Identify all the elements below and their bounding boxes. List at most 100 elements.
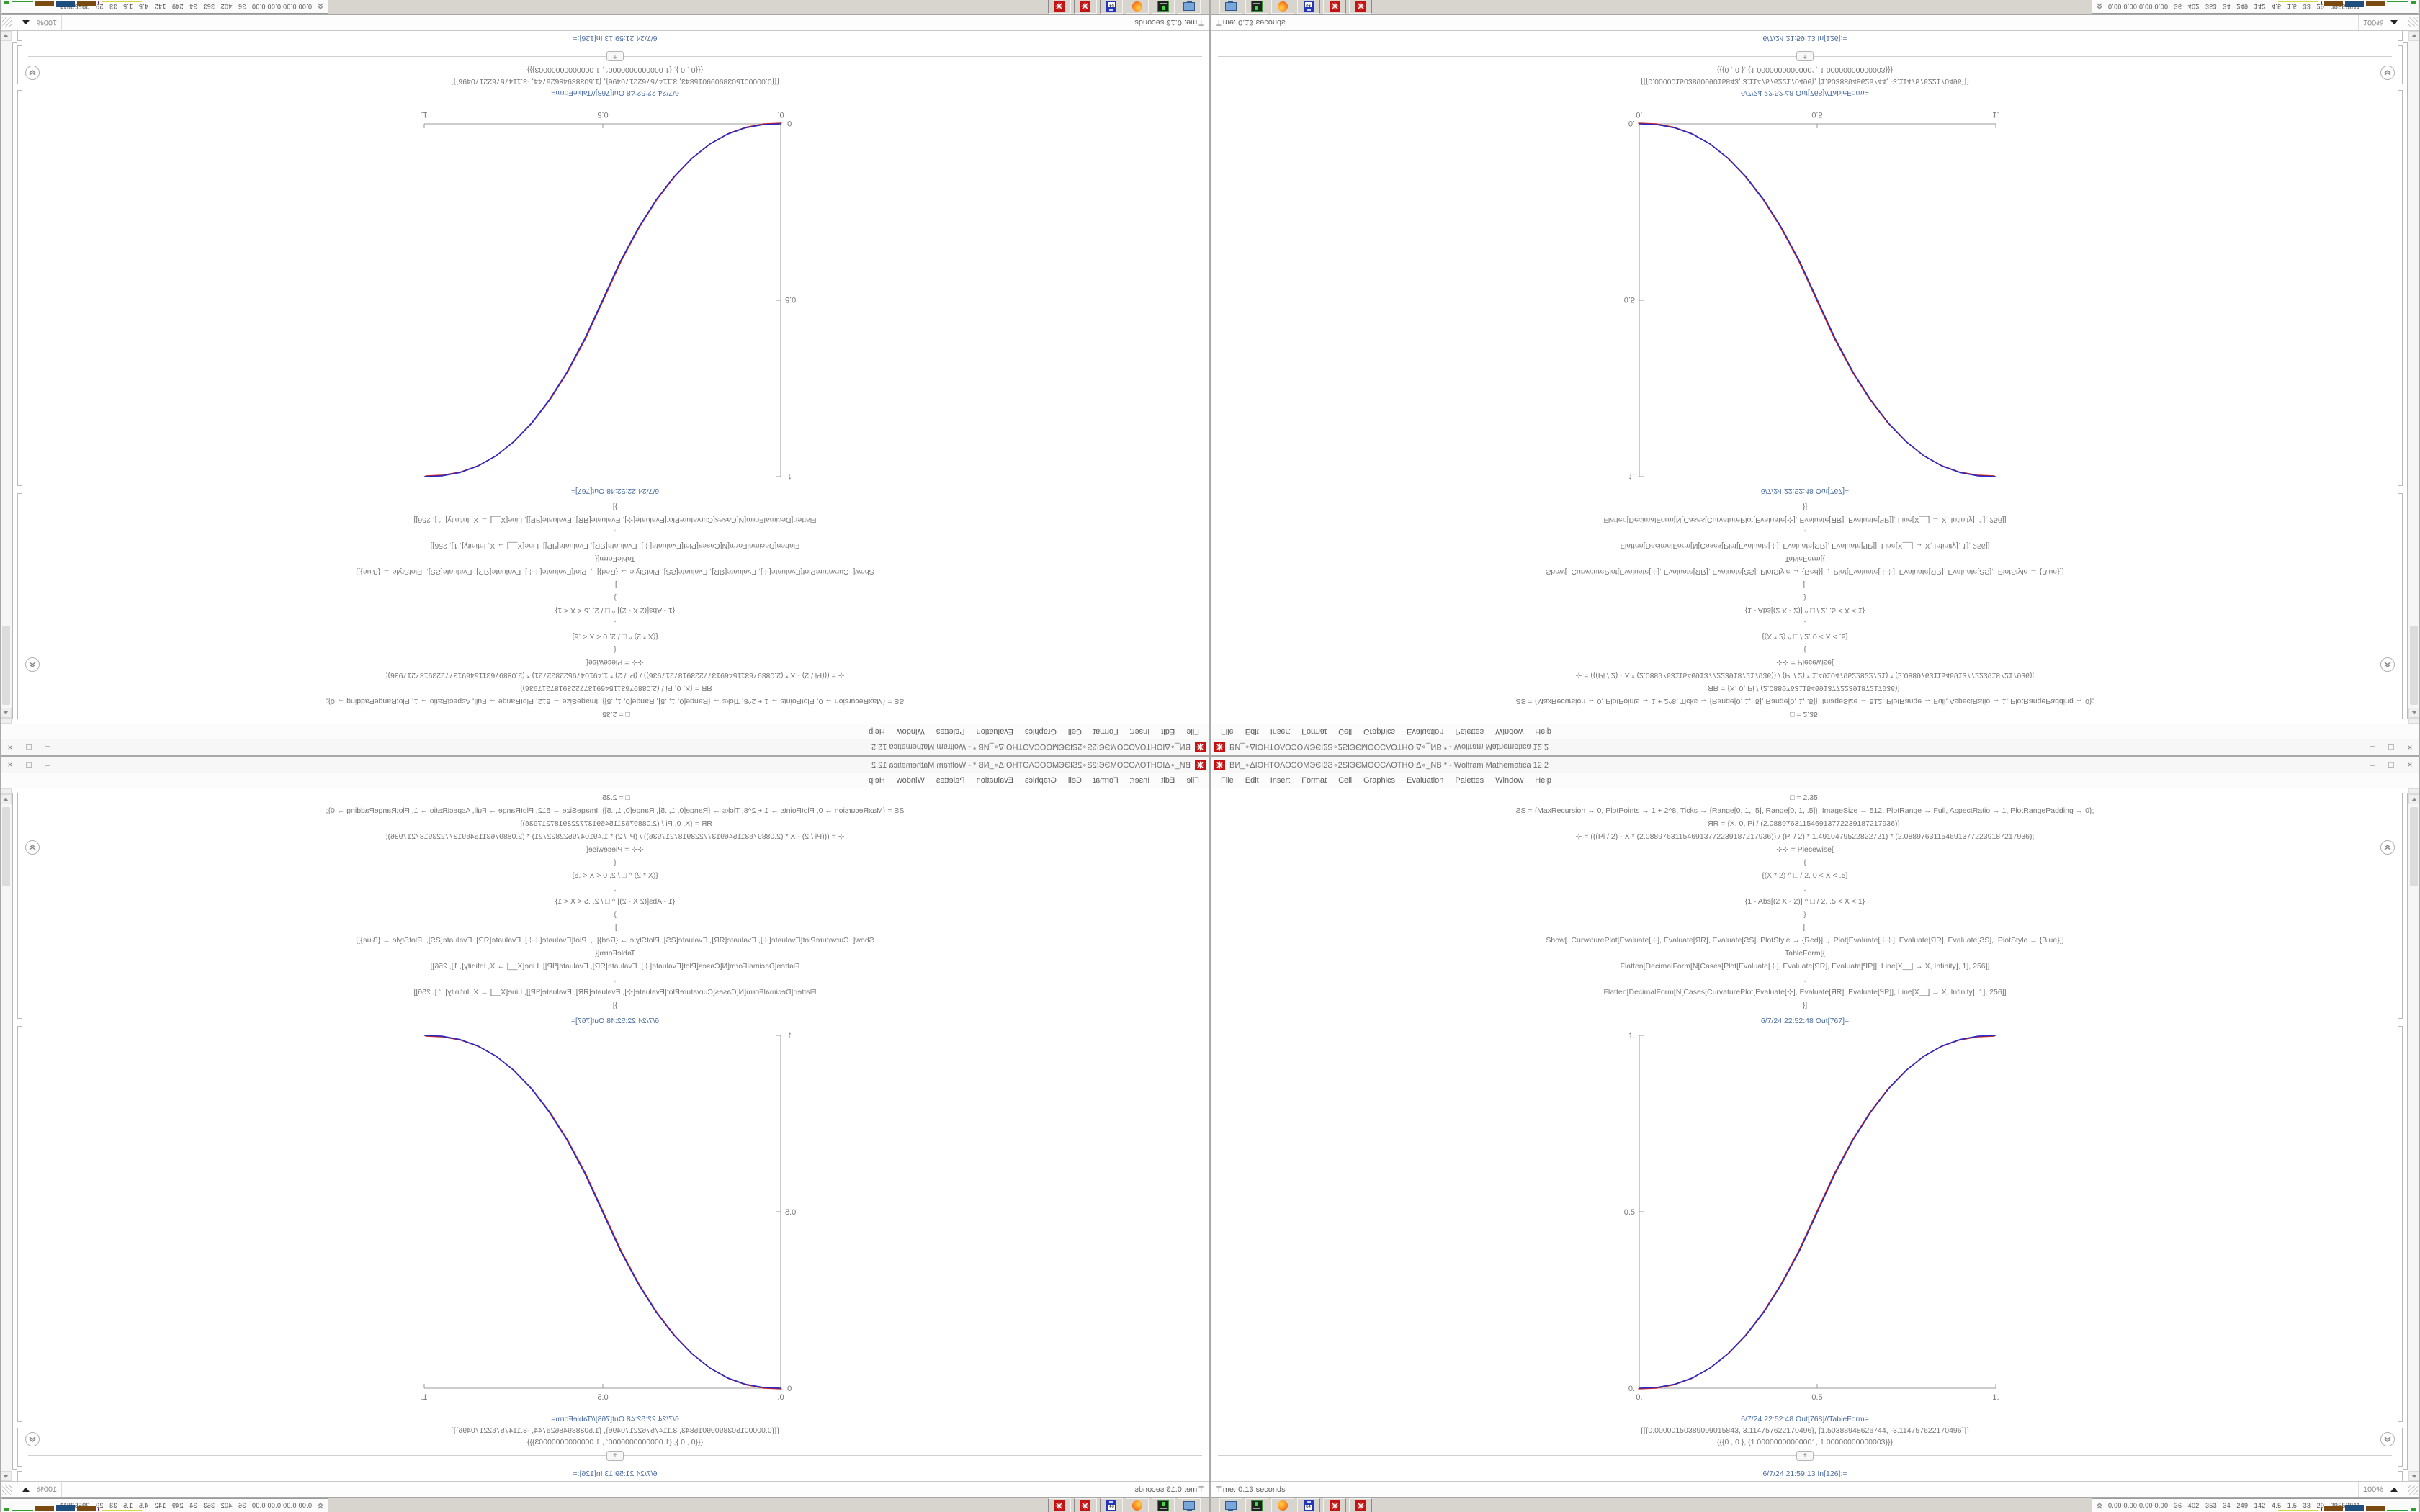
taskbar-firefox-button[interactable] (1271, 1498, 1294, 1512)
code-line[interactable]: ]; (1803, 923, 1807, 932)
cell-insert-bar[interactable]: + (1218, 1451, 2392, 1464)
magnification-popup-icon[interactable] (22, 1487, 30, 1492)
cell-insert-plus-icon[interactable]: + (1796, 1451, 1814, 1461)
taskbar-display-settings-button[interactable] (1219, 0, 1242, 14)
menu-insert[interactable]: Insert (1270, 776, 1291, 785)
menu-edit[interactable]: Edit (1161, 776, 1175, 785)
in-cell-bracket[interactable] (2398, 31, 2403, 41)
scroll-up-arrow-icon[interactable] (2408, 794, 2419, 804)
menu-graphics[interactable]: Graphics (1024, 776, 1057, 785)
scrollbar-split-handle[interactable] (2408, 718, 2419, 724)
menu-edit[interactable]: Edit (1245, 776, 1259, 785)
code-line[interactable]: , (1803, 619, 1806, 628)
input-cell-bracket[interactable] (2398, 793, 2403, 1019)
out-768-cell-bracket[interactable] (17, 1428, 22, 1467)
code-line[interactable]: {(X * 2) ^ □ / 2, 0 < X < .5} (572, 871, 658, 880)
menu-format[interactable]: Format (1301, 776, 1327, 785)
menu-format[interactable]: Format (1093, 776, 1119, 785)
maximize-button[interactable]: □ (2388, 742, 2394, 752)
code-line[interactable]: □ = 2.35; (600, 793, 630, 802)
code-line[interactable]: Flatten[DecimalForm[N[Cases[Plot[Evaluat… (1620, 541, 1990, 550)
code-line[interactable]: ⊹⊹ = Piecewise[ (1776, 845, 1834, 854)
code-line[interactable]: ЯR = {X, 0, Pi / (2.08897631154691377223… (518, 819, 712, 828)
menu-edit[interactable]: Edit (1245, 727, 1259, 736)
code-line[interactable]: ⊹ = (((Pi / 2) - X * (2.0889763115469137… (385, 832, 845, 841)
code-line[interactable]: ƧS = {MaxRecursion → 0, PlotPoints → 1 +… (1515, 697, 2094, 706)
code-line[interactable]: ⊹ = (((Pi / 2) - X * (2.0889763115469137… (1575, 671, 2035, 680)
input-cell-bracket[interactable] (17, 493, 22, 719)
jump-to-bottom-button[interactable] (25, 66, 40, 80)
menu-palettes[interactable]: Palettes (1455, 776, 1484, 785)
jump-to-top-button[interactable] (25, 840, 40, 855)
code-line[interactable]: , (1803, 975, 1806, 984)
magnification-value[interactable]: 100% (37, 1485, 58, 1494)
vertical-scrollbar[interactable] (2408, 31, 2419, 724)
scroll-up-arrow-icon[interactable] (2408, 708, 2419, 718)
taskbar-display-settings-button[interactable] (1178, 1498, 1201, 1512)
vertical-scrollbar[interactable] (1, 31, 12, 724)
out-768-cell-bracket[interactable] (2398, 45, 2403, 84)
code-line[interactable]: } (1803, 593, 1806, 602)
out-768-cell-bracket[interactable] (17, 45, 22, 84)
input-cell-bracket[interactable] (2398, 493, 2403, 719)
code-line[interactable]: }] (612, 1001, 618, 1009)
scroll-down-arrow-icon[interactable] (2408, 31, 2419, 41)
window-resize-grip[interactable] (2408, 17, 2418, 28)
input-cell-bracket[interactable] (17, 793, 22, 1019)
menu-file[interactable]: File (1221, 776, 1234, 785)
code-line[interactable]: , (614, 975, 617, 984)
close-button[interactable]: × (2407, 742, 2413, 752)
code-line[interactable]: }] (1802, 1001, 1808, 1009)
code-line[interactable]: Flatten[DecimalForm[N[Cases[CurvaturePlo… (1603, 988, 2007, 996)
scrollbar-thumb[interactable] (2, 626, 10, 705)
taskbar-floppy64-button[interactable]: 64 (1100, 1498, 1123, 1512)
jump-to-bottom-button[interactable] (25, 1432, 40, 1446)
input-cell-code[interactable]: □ = 2.35; ƧS = {MaxRecursion → 0, PlotPo… (1211, 500, 2399, 724)
code-line[interactable]: {1 - Abs[(2 X - 2)] ^ □ / 2, .5 < X < 1} (1744, 897, 1865, 906)
code-line[interactable]: Flatten[DecimalForm[N[Cases[Plot[Evaluat… (1620, 962, 1990, 971)
menu-graphics[interactable]: Graphics (1363, 727, 1396, 736)
menu-cell[interactable]: Cell (1067, 727, 1082, 736)
code-line[interactable]: TableForm[{ (1784, 554, 1826, 563)
code-line[interactable]: { (614, 858, 617, 867)
menu-palettes[interactable]: Palettes (936, 727, 965, 736)
code-line[interactable]: Flatten[DecimalForm[N[Cases[CurvaturePlo… (413, 516, 817, 524)
maximize-button[interactable]: □ (2388, 760, 2394, 770)
maximize-button[interactable]: □ (26, 742, 32, 752)
jump-to-bottom-button[interactable] (2380, 1432, 2395, 1446)
scrollbar-split-handle[interactable] (2408, 788, 2419, 794)
scrollbar-split-handle[interactable] (1, 788, 12, 794)
code-line[interactable]: ]; (1803, 580, 1807, 589)
code-line[interactable]: Show[ CurvaturePlot[Evaluate[⊹], Evaluat… (1546, 567, 2064, 576)
window-resize-grip[interactable] (2, 1484, 12, 1495)
jump-to-top-button[interactable] (25, 657, 40, 672)
code-line[interactable]: ƧS = {MaxRecursion → 0, PlotPoints → 1 +… (326, 697, 905, 706)
taskbar-floppy64-button[interactable]: 64 (1100, 0, 1123, 14)
code-line[interactable]: }] (612, 503, 618, 511)
taskbar-disk-utility-button[interactable] (1152, 1498, 1175, 1512)
code-line[interactable]: , (1803, 884, 1806, 893)
code-line[interactable]: ЯR = {X, 0, Pi / (2.08897631154691377223… (518, 684, 712, 693)
code-line[interactable]: Show[ CurvaturePlot[Evaluate[⊹], Evaluat… (356, 567, 874, 576)
window-resize-grip[interactable] (2408, 1484, 2418, 1495)
out-767-cell-bracket[interactable] (2398, 1026, 2403, 1422)
window-resize-grip[interactable] (2, 17, 12, 28)
code-line[interactable]: { (614, 645, 617, 654)
code-line[interactable]: □ = 2.35; (1790, 710, 1820, 719)
taskbar-floppy64-button[interactable]: 64 (1297, 1498, 1320, 1512)
code-line[interactable]: , (614, 884, 617, 893)
maximize-button[interactable]: □ (26, 760, 32, 770)
taskbar-disk-utility-button[interactable] (1245, 0, 1268, 14)
taskbar-mathematica-button[interactable] (1074, 0, 1097, 14)
jump-to-bottom-button[interactable] (2380, 66, 2395, 80)
window-titlebar[interactable]: ВИ_∘ΔΙΟΗΤΟΛΟϽΟΜЭЄΙ2Ƨ∘2ЅΙЭЄΜΟΟϹΛΟΤΗΟΙΔ∘_N… (1, 757, 1209, 773)
magnification-control[interactable]: 100% (18, 1482, 63, 1497)
code-line[interactable]: ЯR = {X, 0, Pi / (2.08897631154691377223… (1708, 819, 1902, 828)
code-line[interactable]: }] (1802, 503, 1808, 511)
menu-window[interactable]: Window (896, 727, 925, 736)
taskbar-disk-utility-button[interactable] (1245, 1498, 1268, 1512)
code-line[interactable]: TableForm[{ (1784, 949, 1826, 958)
tray-collapse-chevrons-icon[interactable] (316, 1501, 325, 1510)
magnification-control[interactable]: 100% (2357, 1482, 2402, 1497)
code-line[interactable]: Flatten[DecimalForm[N[Cases[CurvaturePlo… (1603, 516, 2007, 524)
